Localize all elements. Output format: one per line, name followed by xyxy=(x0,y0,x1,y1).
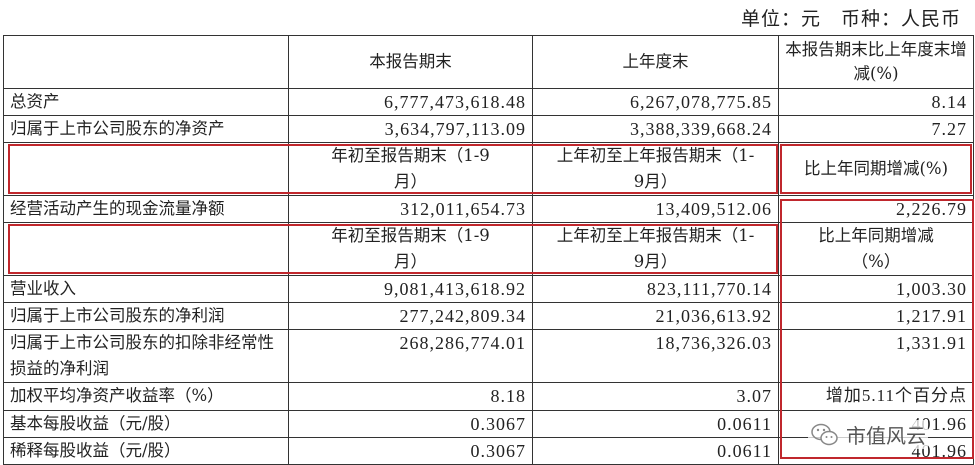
table-row: 归属于上市公司股东的净资产 3,634,797,113.09 3,388,339… xyxy=(3,115,974,143)
table-row: 归属于上市公司股东的净利润 277,242,809.34 21,036,613.… xyxy=(3,302,974,330)
financial-table: 本报告期末 上年度末 本报告期末比上年度末增减(%) 总资产 6,777,473… xyxy=(3,35,974,465)
header-row: 年初至报告期末（1-9月） 上年初至上年报告期末（1-9月） 比上年同期增减（%… xyxy=(3,222,974,276)
wechat-icon xyxy=(811,423,838,445)
header-last-year-end: 上年度末 xyxy=(532,35,779,89)
unit-currency-note: 单位：元 币种：人民币 xyxy=(740,8,961,30)
header-blank xyxy=(3,35,289,89)
table-row: 加权平均净资产收益率（%） 8.18 3.07 增加5.11个百分点 xyxy=(3,382,974,411)
table-row: 总资产 6,777,473,618.48 6,267,078,775.85 8.… xyxy=(3,88,974,116)
watermark-text: 市值风云 xyxy=(846,424,926,448)
header-ytd: 年初至报告期末（1-9月） xyxy=(288,142,533,196)
table-row: 经营活动产生的现金流量净额 312,011,654.73 13,409,512.… xyxy=(3,195,974,223)
header-current-period-end: 本报告期末 xyxy=(288,35,533,89)
header-prior-ytd: 上年初至上年报告期末（1-9月） xyxy=(532,222,779,276)
header-yoy-change: 比上年同期增减(%) xyxy=(778,142,974,196)
header-prior-ytd: 上年初至上年报告期末（1-9月） xyxy=(532,142,779,196)
table-row: 基本每股收益（元/股） 0.3067 0.0611 401.96 xyxy=(3,410,974,438)
header-yoy-change: 比上年同期增减（%） xyxy=(778,222,974,276)
table-row: 营业收入 9,081,413,618.92 823,111,770.14 1,0… xyxy=(3,275,974,303)
header-ytd: 年初至报告期末（1-9月） xyxy=(288,222,533,276)
header-row: 年初至报告期末（1-9月） 上年初至上年报告期末（1-9月） 比上年同期增减(%… xyxy=(3,142,974,196)
header-row: 本报告期末 上年度末 本报告期末比上年度末增减(%) xyxy=(3,35,974,89)
watermark-logo: 市值风云 xyxy=(808,420,928,449)
header-change-pct: 本报告期末比上年度末增减(%) xyxy=(778,35,974,89)
table-row: 归属于上市公司股东的扣除非经常性损益的净利润 268,286,774.01 18… xyxy=(3,329,974,383)
